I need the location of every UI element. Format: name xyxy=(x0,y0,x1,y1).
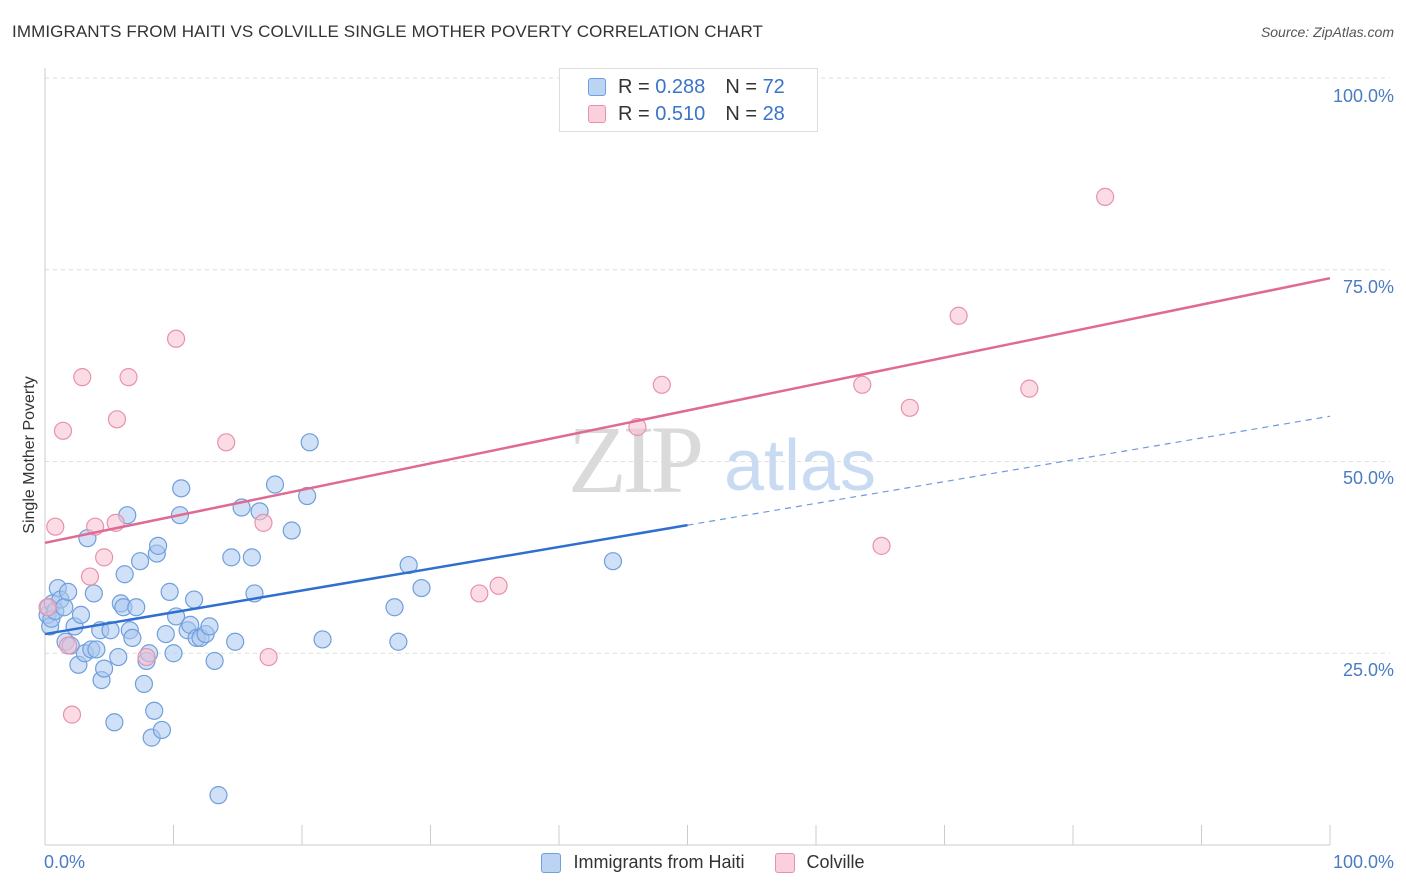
haiti-point-10 xyxy=(59,582,78,601)
haiti-point-40 xyxy=(148,536,168,555)
haiti-point-38 xyxy=(145,701,164,720)
series-legend-colville: Colville xyxy=(774,852,865,873)
haiti-point-57 xyxy=(222,548,241,567)
colville-trendline xyxy=(44,276,1331,545)
legend-n-value-colville: 28 xyxy=(762,102,785,125)
haiti-point-69 xyxy=(389,632,408,651)
correlation-legend: R = 0.288 N = 72 R = 0.510 N = 28 xyxy=(559,68,818,132)
legend-row-colville: R = 0.510 N = 28 xyxy=(588,102,785,126)
watermark: ZIP atlas xyxy=(568,406,876,513)
series-swatch-haiti xyxy=(541,852,562,873)
colville-point-16 xyxy=(259,647,278,667)
colville-point-1 xyxy=(46,517,65,536)
colville-point-12 xyxy=(137,647,156,667)
colville-point-2 xyxy=(53,421,73,440)
legend-r-value-haiti: 0.288 xyxy=(655,75,706,98)
haiti-trendline xyxy=(44,523,688,636)
colville-point-3 xyxy=(59,636,78,655)
colville-point-5 xyxy=(73,368,92,387)
haiti-point-47 xyxy=(172,479,191,498)
haiti-point-24 xyxy=(105,713,124,732)
colville-point-13 xyxy=(166,329,186,348)
legend-row-haiti: R = 0.288 N = 72 xyxy=(588,75,785,99)
haiti-point-68 xyxy=(385,598,404,617)
colville-point-10 xyxy=(107,410,127,429)
haiti-point-64 xyxy=(282,521,301,540)
colville-point-0 xyxy=(38,598,57,617)
colville-point-17 xyxy=(470,584,489,603)
legend-swatch-colville xyxy=(588,105,606,123)
haiti-point-31 xyxy=(123,628,142,648)
x-tick-label-0: 0.0% xyxy=(44,852,86,872)
trend-lines xyxy=(44,276,1331,636)
colville-point-21 xyxy=(652,375,671,394)
haiti-trendline-extension xyxy=(687,415,1331,526)
haiti-point-58 xyxy=(226,632,245,651)
colville-points xyxy=(38,68,1115,724)
series-label-haiti: Immigrants from Haiti xyxy=(573,852,745,872)
haiti-point-25 xyxy=(109,647,128,667)
haiti-point-54 xyxy=(200,617,219,636)
colville-point-8 xyxy=(95,548,114,567)
legend-r-label-colville: R = xyxy=(618,102,656,125)
y-tick-label-50: 50.0% xyxy=(1342,468,1394,488)
haiti-point-60 xyxy=(242,548,261,567)
colville-point-18 xyxy=(489,576,508,595)
colville-point-24 xyxy=(900,398,919,417)
colville-point-6 xyxy=(80,567,100,586)
legend-r-label-haiti: R = xyxy=(618,75,656,98)
colville-point-23 xyxy=(872,536,891,555)
x-tick-label-100: 100.0% xyxy=(1332,852,1394,872)
y-tick-label-25: 25.0% xyxy=(1342,660,1394,680)
haiti-point-67 xyxy=(313,630,332,649)
series-swatch-colville xyxy=(774,852,795,873)
haiti-point-32 xyxy=(127,598,146,617)
legend-r-value-colville: 0.510 xyxy=(655,102,706,125)
colville-point-22 xyxy=(853,375,872,394)
haiti-point-55 xyxy=(205,651,224,671)
haiti-point-33 xyxy=(130,552,150,571)
legend-n-label-haiti: N = xyxy=(725,75,763,98)
series-legend: Immigrants from Haiti Colville xyxy=(0,852,1406,873)
haiti-point-71 xyxy=(412,578,431,598)
colville-point-4 xyxy=(62,705,82,724)
y-tick-label-100: 100.0% xyxy=(1332,86,1394,106)
haiti-point-43 xyxy=(160,582,179,601)
legend-n-value-haiti: 72 xyxy=(762,75,785,98)
haiti-points xyxy=(38,433,623,805)
colville-point-11 xyxy=(119,368,138,387)
haiti-point-56 xyxy=(209,786,228,805)
haiti-point-22 xyxy=(95,659,114,678)
chart-title: IMMIGRANTS FROM HAITI VS COLVILLE SINGLE… xyxy=(12,22,764,41)
axes xyxy=(44,68,1331,846)
haiti-point-63 xyxy=(265,475,285,494)
haiti-point-65 xyxy=(298,486,317,506)
haiti-point-44 xyxy=(164,644,183,663)
y-tick-label-75: 75.0% xyxy=(1342,277,1394,297)
haiti-point-18 xyxy=(84,584,103,603)
haiti-point-72 xyxy=(603,552,623,571)
legend-swatch-haiti xyxy=(588,78,606,96)
colville-point-15 xyxy=(254,513,273,532)
colville-point-25 xyxy=(949,306,968,325)
colville-point-27 xyxy=(1096,187,1115,206)
watermark-atlas: atlas xyxy=(724,426,876,506)
haiti-point-8 xyxy=(55,598,74,617)
haiti-point-14 xyxy=(71,605,91,625)
haiti-point-42 xyxy=(156,624,175,644)
haiti-point-66 xyxy=(300,433,319,452)
colville-point-14 xyxy=(217,433,236,452)
grid-lines xyxy=(45,77,1390,654)
haiti-point-28 xyxy=(115,565,134,584)
legend-n-label-colville: N = xyxy=(725,102,763,125)
haiti-point-34 xyxy=(134,674,154,694)
series-legend-haiti: Immigrants from Haiti xyxy=(541,852,745,873)
haiti-point-50 xyxy=(184,590,204,609)
haiti-point-19 xyxy=(87,640,106,659)
series-label-colville: Colville xyxy=(806,852,865,872)
haiti-point-41 xyxy=(152,720,172,740)
colville-point-26 xyxy=(1020,379,1039,398)
source-label: Source: ZipAtlas.com xyxy=(1260,24,1394,40)
